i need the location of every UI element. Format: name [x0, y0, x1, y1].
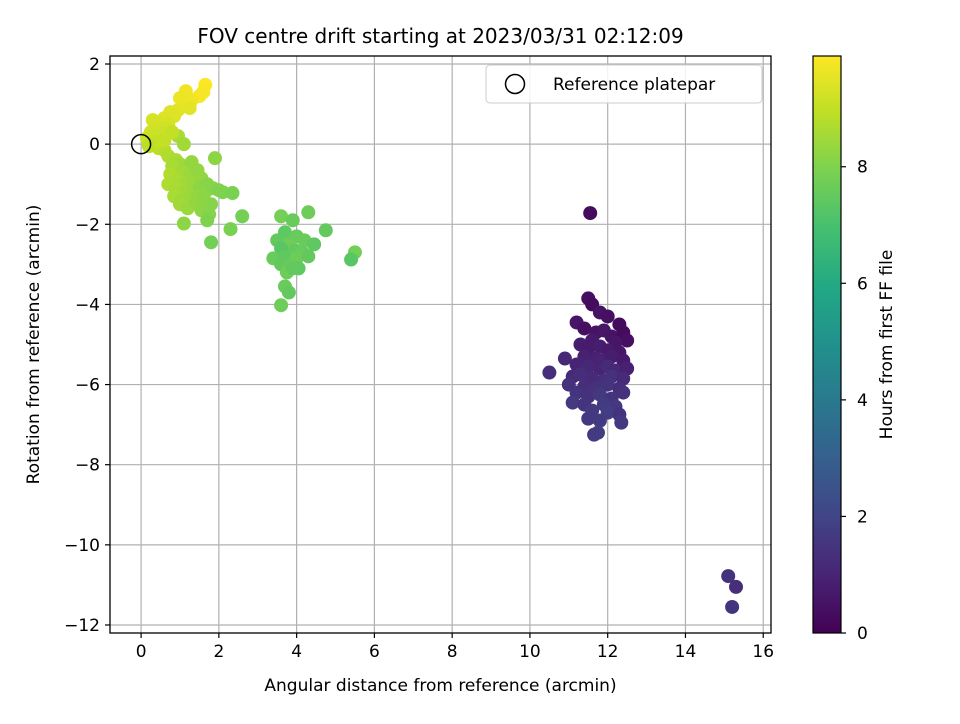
reference-platepar-marker [130, 133, 152, 155]
data-point [285, 213, 300, 228]
data-point [225, 186, 240, 201]
data-points [139, 77, 744, 614]
data-point [274, 209, 289, 224]
y-tick-label: −12 [64, 616, 100, 636]
data-point [200, 213, 215, 228]
colorbar-ticks: 0 2 4 6 8 [841, 158, 868, 644]
data-point [344, 252, 359, 267]
x-tick-label: 8 [447, 642, 458, 662]
y-axis-ticks: 2 0 −2 −4 −6 −8 −10 −12 [64, 55, 110, 636]
data-point [307, 237, 322, 252]
data-point [281, 285, 296, 300]
y-tick-label: −8 [75, 456, 100, 476]
data-point [157, 133, 172, 148]
data-point [557, 351, 572, 366]
colorbar-label: Hours from first FF file [877, 250, 897, 440]
data-point [587, 427, 602, 442]
x-tick-label: 10 [519, 642, 541, 662]
colorbar: 0 2 4 6 8 Hours from first FF file [812, 55, 897, 644]
x-tick-label: 12 [597, 642, 619, 662]
plot-frame [109, 55, 772, 634]
colorbar-tick-label: 0 [857, 624, 868, 644]
x-tick-label: 6 [369, 642, 380, 662]
data-point [176, 216, 191, 231]
colorbar-gradient [813, 56, 841, 633]
data-point [721, 569, 736, 584]
data-point [542, 365, 557, 380]
data-point [577, 321, 592, 336]
data-point [729, 579, 744, 594]
data-point [301, 205, 316, 220]
data-point [583, 206, 598, 221]
data-point [301, 249, 316, 264]
data-point [318, 223, 333, 238]
y-tick-label: 2 [89, 55, 100, 75]
data-point [285, 261, 300, 276]
y-tick-label: 0 [89, 135, 100, 155]
data-point [204, 235, 219, 250]
x-tick-label: 4 [291, 642, 302, 662]
data-point [565, 395, 580, 410]
y-axis-label: Rotation from reference (arcmin) [24, 205, 44, 485]
legend-entry-label: Reference platepar [553, 75, 715, 95]
data-point [274, 298, 289, 313]
data-point [616, 385, 631, 400]
x-tick-label: 2 [213, 642, 224, 662]
legend: Reference platepar [485, 64, 763, 104]
colorbar-tick-label: 8 [857, 158, 868, 178]
x-axis-ticks: 0 2 4 6 8 10 12 14 16 [136, 633, 774, 662]
data-point [581, 411, 596, 426]
legend-marker-open-circle [504, 73, 526, 95]
colorbar-tick-label: 6 [857, 274, 868, 294]
data-point [207, 151, 222, 166]
data-point [600, 377, 615, 392]
colorbar-frame [812, 55, 842, 634]
data-point [592, 413, 607, 428]
x-axis-label: Angular distance from reference (arcmin) [264, 676, 616, 696]
colorbar-tick-label: 2 [857, 507, 868, 527]
data-point [182, 101, 197, 116]
legend-box [485, 64, 763, 104]
data-point [725, 599, 740, 614]
data-point [620, 333, 635, 348]
grid [110, 56, 771, 633]
data-point [614, 415, 629, 430]
y-tick-label: −2 [75, 215, 100, 235]
y-tick-label: −4 [75, 295, 100, 315]
data-point [573, 367, 588, 382]
y-tick-label: −6 [75, 376, 100, 396]
colorbar-tick-label: 4 [857, 391, 868, 411]
data-point [235, 209, 250, 224]
reference-marker [130, 133, 152, 155]
data-point [176, 137, 191, 152]
x-tick-label: 0 [136, 642, 147, 662]
x-tick-label: 16 [752, 642, 774, 662]
y-tick-label: −10 [64, 536, 100, 556]
data-point [141, 139, 156, 154]
x-tick-label: 14 [675, 642, 697, 662]
data-point [223, 222, 238, 237]
chart-title: FOV centre drift starting at 2023/03/31 … [197, 24, 683, 48]
data-point [600, 309, 615, 324]
